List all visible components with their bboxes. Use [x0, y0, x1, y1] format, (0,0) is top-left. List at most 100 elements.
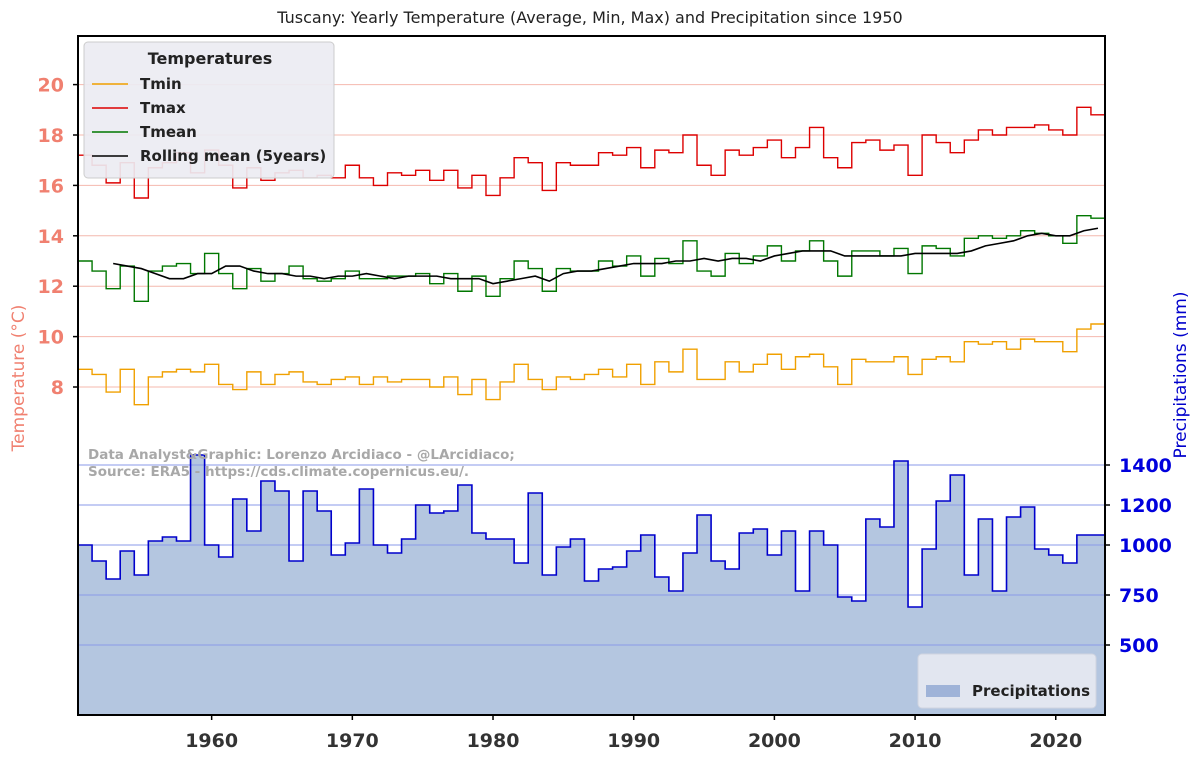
y-tick-label-temperature: 16 [38, 175, 64, 197]
precipitation-bar [359, 489, 373, 715]
precipitation-bar [416, 505, 430, 715]
precipitation-bar [584, 581, 598, 715]
precipitation-step-line [78, 454, 1105, 608]
precipitation-bar [880, 527, 894, 715]
legend-label-precipitations: Precipitations [972, 682, 1090, 700]
precipitation-bar [303, 491, 317, 715]
precipitation-bar [795, 591, 809, 715]
x-tick-label: 2000 [748, 730, 801, 752]
precipitation-bar [176, 541, 190, 715]
precipitation-bar [599, 569, 613, 715]
precipitation-bar [261, 481, 275, 715]
y-tick-label-temperature: 12 [38, 276, 64, 298]
precipitation-bar [247, 531, 261, 715]
precipitation-bar [233, 499, 247, 715]
precipitation-legend: Precipitations [917, 653, 1097, 709]
y-tick-label-temperature: 18 [38, 125, 64, 147]
precipitation-bar [205, 545, 219, 715]
plot-frame [77, 35, 1106, 716]
x-tick-label: 1990 [607, 730, 660, 752]
y-tick-label-precipitation: 500 [1119, 635, 1159, 657]
series-tmin [78, 323, 1105, 406]
precipitation-bar [120, 551, 134, 715]
precipitation-bar [641, 535, 655, 715]
precipitation-bar [78, 545, 92, 715]
y-tick-label-precipitation: 750 [1119, 585, 1159, 607]
y-tick-label-precipitation: 1000 [1119, 535, 1172, 557]
x-tick-label: 2010 [889, 730, 942, 752]
legend-label-rolling-mean: Rolling mean (5years) [140, 147, 326, 165]
precipitation-bar [373, 545, 387, 715]
precipitation-bar [444, 511, 458, 715]
precipitation-bar [500, 539, 514, 715]
precipitation-bar [781, 531, 795, 715]
axes-layer [73, 35, 1110, 720]
x-tick-label: 1980 [467, 730, 520, 752]
precipitation-bar [134, 575, 148, 715]
precipitation-bar [683, 553, 697, 715]
precipitation-bar [838, 597, 852, 715]
precipitation-bar [852, 601, 866, 715]
legend-label-tmean: Tmean [140, 123, 197, 141]
precipitation-bar [472, 533, 486, 715]
x-tick-label: 1960 [185, 730, 238, 752]
legend-label-tmax: Tmax [140, 99, 186, 117]
legend-swatch-precipitations [926, 685, 960, 697]
precipitation-bar [570, 539, 584, 715]
y-axis-label-temperature: Temperature (°C) [9, 305, 29, 453]
y-tick-label-precipitation: 1400 [1119, 455, 1172, 477]
y-tick-label-temperature: 10 [38, 327, 64, 349]
precipitation-bar [613, 567, 627, 715]
y-tick-label-temperature: 20 [38, 75, 64, 97]
precipitation-bar [556, 547, 570, 715]
precipitation-bar [345, 543, 359, 715]
x-tick-label: 1970 [326, 730, 379, 752]
credit-line-2: Source: ERA5 - https://cds.climate.coper… [88, 464, 469, 480]
precipitation-bar [810, 531, 824, 715]
series-rolling-mean-5years [113, 227, 1099, 285]
precipitation-bar [894, 461, 908, 715]
precipitation-bar [289, 561, 303, 715]
y-tick-label-precipitation: 1200 [1119, 495, 1172, 517]
series-tmean [78, 214, 1105, 303]
tick-labels-layer: 1960 1970 1980 1990 2000 2010 2020 8 10 12 14 16 18 2… [38, 75, 1172, 752]
y-tick-label-temperature: 8 [51, 377, 64, 399]
precipitation-bar [219, 557, 233, 715]
precipitation-bar [486, 539, 500, 715]
precipitation-bar [402, 539, 416, 715]
precipitation-bar [458, 485, 472, 715]
precipitation-bar [430, 513, 444, 715]
precipitation-bar [106, 579, 120, 715]
precipitation-bar [767, 555, 781, 715]
legend-title: Temperatures [148, 49, 273, 68]
precipitation-bar [514, 563, 528, 715]
y-axis-label-precipitation: Precipitations (mm) [1171, 292, 1191, 459]
precipitation-layer [78, 454, 1105, 715]
precipitation-bar [148, 541, 162, 715]
precipitation-bar [162, 537, 176, 715]
precipitation-bar [331, 555, 345, 715]
precipitation-bar [275, 491, 289, 715]
precipitation-bar [824, 545, 838, 715]
precipitation-bar [388, 553, 402, 715]
precipitation-bar [528, 493, 542, 715]
x-tick-label: 2020 [1029, 730, 1082, 752]
precipitation-bar [669, 591, 683, 715]
temperature-legend: Temperatures Tmin Tmax Tmean Rolling mea… [83, 41, 335, 179]
precipitation-bar [753, 529, 767, 715]
precipitation-bar [542, 575, 556, 715]
precipitation-bar [655, 577, 669, 715]
precipitation-bar [866, 519, 880, 715]
legend-label-tmin: Tmin [140, 75, 182, 93]
precipitation-bar [191, 455, 205, 715]
precipitation-bar [697, 515, 711, 715]
precipitation-bar [739, 533, 753, 715]
chart-title: Tuscany: Yearly Temperature (Average, Mi… [277, 8, 903, 27]
precipitation-bar [317, 511, 331, 715]
precipitation-area [78, 455, 1105, 715]
credit-annotation: Data Analyst&Graphic: Lorenzo Arcidiaco … [88, 447, 515, 480]
precipitation-bar [627, 551, 641, 715]
precipitation-bar [725, 569, 739, 715]
y-tick-label-temperature: 14 [38, 226, 64, 248]
